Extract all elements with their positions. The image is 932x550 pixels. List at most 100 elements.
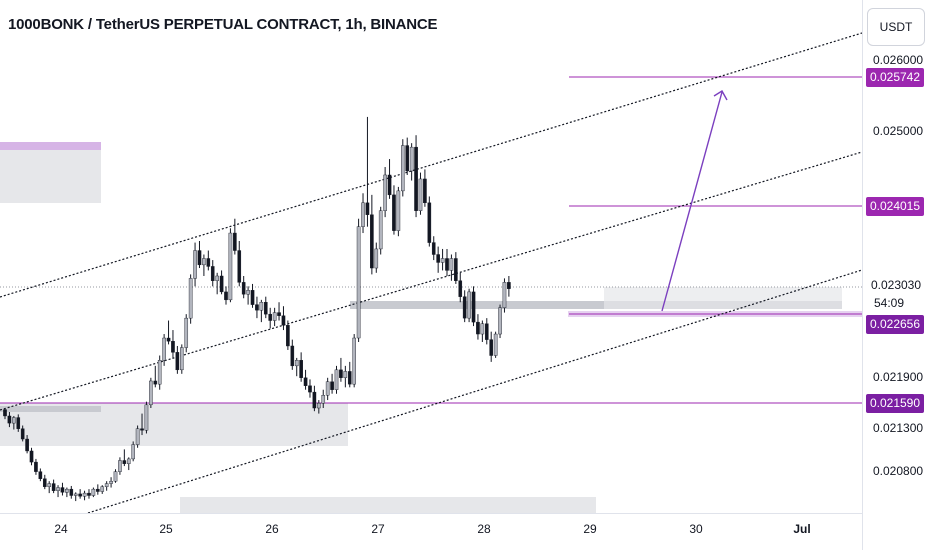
channel-layer xyxy=(0,32,863,514)
time-axis-separator xyxy=(0,513,862,514)
candle-body xyxy=(47,483,51,487)
candle-body xyxy=(462,296,467,319)
candle-body xyxy=(290,345,295,367)
candle-body xyxy=(272,312,277,321)
supply-zone-top xyxy=(0,142,101,150)
candle-body xyxy=(268,313,273,321)
channel-middle-line xyxy=(0,151,863,411)
candle-body xyxy=(144,404,149,431)
channel-upper-line xyxy=(0,32,863,298)
chart-title: 1000BONK / TetherUS PERPETUAL CONTRACT, … xyxy=(8,16,438,33)
candle-body xyxy=(96,488,100,492)
currency-button[interactable]: USDT xyxy=(867,8,925,46)
time-tick-label: 30 xyxy=(689,522,703,536)
candle-body xyxy=(149,380,153,406)
candle-body xyxy=(210,266,215,281)
candle-body xyxy=(12,417,16,424)
candle-body xyxy=(100,486,105,492)
candle-body xyxy=(109,480,113,484)
candle-body xyxy=(131,444,135,460)
candle-body xyxy=(334,369,339,390)
candle-body xyxy=(339,369,343,378)
candle-body xyxy=(91,488,96,496)
candle-body xyxy=(250,290,255,305)
candle-body xyxy=(237,250,242,283)
candle-body xyxy=(206,258,211,267)
candle-body xyxy=(423,178,427,204)
candle-body xyxy=(352,337,356,385)
candle-body xyxy=(445,258,449,271)
candle-body xyxy=(440,258,445,263)
candle-body xyxy=(317,403,321,409)
candle-body xyxy=(56,487,60,491)
candle-body xyxy=(361,202,365,227)
time-tick-label: Jul xyxy=(793,522,811,536)
candle-body xyxy=(255,304,259,311)
candle-body xyxy=(73,493,78,496)
candle-body xyxy=(233,232,237,251)
candle-body xyxy=(42,478,47,487)
demand-zone-band xyxy=(0,406,101,412)
candle-body xyxy=(122,460,127,464)
candle-body xyxy=(405,145,410,172)
price-tick-label: 0.021900 xyxy=(873,370,924,384)
candle-body xyxy=(193,250,197,279)
candle-body xyxy=(374,248,379,269)
candle-body xyxy=(259,302,264,311)
time-tick-label: 24 xyxy=(54,522,68,536)
price-tick-label: 0.020800 xyxy=(873,464,924,478)
candle-body xyxy=(449,258,454,271)
candle-body xyxy=(418,178,423,211)
candle-body xyxy=(321,395,326,404)
current-price-label: 0.023030 xyxy=(870,278,922,292)
candle-body xyxy=(414,146,418,211)
price-level-badge[interactable]: 0.021590 xyxy=(866,394,924,413)
candle-body xyxy=(16,417,21,429)
zones-layer xyxy=(0,142,862,513)
candle-body xyxy=(166,337,171,342)
candle-body xyxy=(82,492,87,497)
candle-body xyxy=(312,391,317,409)
candle-body xyxy=(454,258,458,281)
candle-body xyxy=(224,291,228,301)
candle-body xyxy=(401,145,405,192)
candle-body xyxy=(38,471,43,479)
candle-body xyxy=(118,460,122,472)
price-level-badge[interactable]: 0.025742 xyxy=(866,68,924,87)
candle-body xyxy=(60,487,65,493)
candle-body xyxy=(299,360,303,378)
candle-body xyxy=(228,232,233,301)
candle-body xyxy=(507,282,511,289)
price-level-badge[interactable]: 0.022656 xyxy=(866,315,924,334)
candle-body xyxy=(489,339,494,356)
candle-body xyxy=(436,254,440,263)
candle-body xyxy=(246,290,250,295)
candle-body xyxy=(87,492,91,496)
arrow-layer xyxy=(661,90,728,312)
candle-body xyxy=(484,323,489,340)
time-tick-label: 27 xyxy=(371,522,385,536)
candle-body xyxy=(365,202,370,215)
candle-body xyxy=(378,210,383,250)
price-axis-separator xyxy=(862,0,863,550)
time-tick-label: 29 xyxy=(583,522,597,536)
price-level-badge[interactable]: 0.024015 xyxy=(866,197,924,216)
candle-body xyxy=(197,250,202,266)
candle-body xyxy=(347,371,352,385)
candle-body xyxy=(215,275,219,281)
candle-body xyxy=(184,317,189,348)
price-tick-label: 0.021300 xyxy=(873,421,924,435)
candle-body xyxy=(188,278,193,319)
candle-body xyxy=(7,415,12,424)
candle-body xyxy=(387,174,392,196)
price-tick-label: 0.026000 xyxy=(873,53,924,67)
candles-layer xyxy=(3,116,511,502)
candle-body xyxy=(458,280,463,297)
candle-body xyxy=(126,458,131,464)
candle-body xyxy=(104,483,109,487)
candle-body xyxy=(241,282,246,295)
candle-body xyxy=(171,341,175,353)
candle-body xyxy=(29,450,34,463)
channel-lower-line xyxy=(87,269,863,514)
